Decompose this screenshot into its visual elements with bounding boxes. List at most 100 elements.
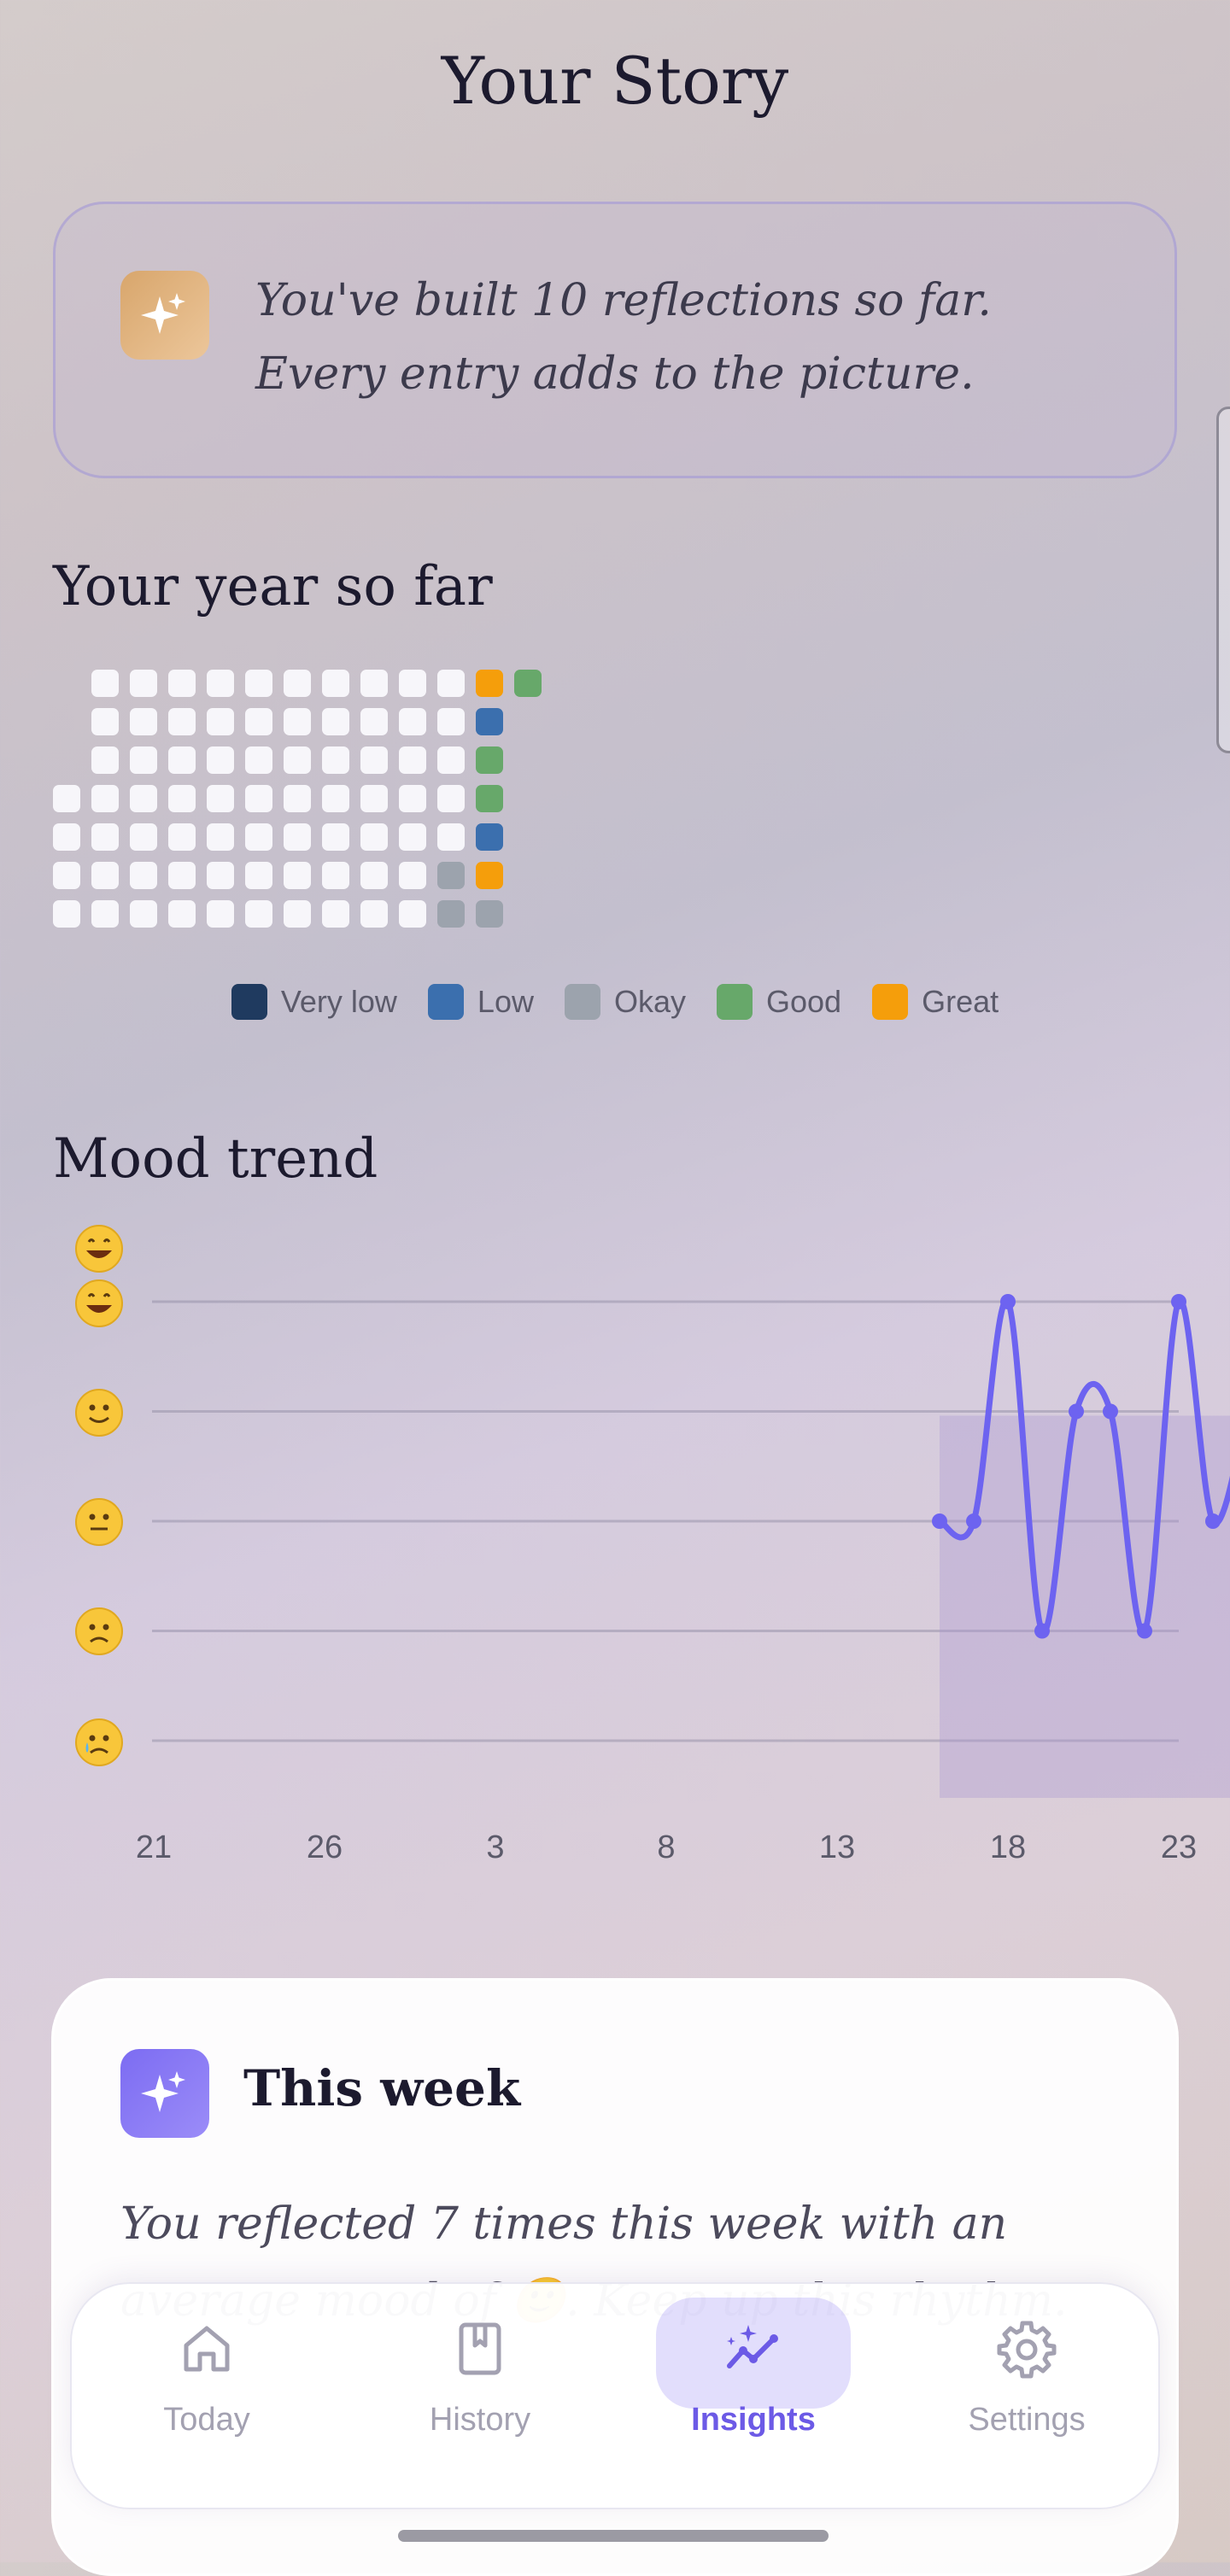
day-cell-empty	[168, 862, 196, 889]
weekly-summary-title: This week	[243, 2059, 521, 2117]
day-cell-low	[476, 708, 503, 735]
reflection-count-card: You've built 10 reflections so far. Ever…	[53, 202, 1177, 478]
day-cell-empty	[245, 670, 272, 697]
mood-data-point	[1000, 1294, 1016, 1309]
day-cell-empty	[130, 823, 157, 851]
day-cell-empty	[168, 708, 196, 735]
x-tick-label: 18	[989, 1830, 1027, 1865]
legend-label: Very low	[280, 984, 397, 1019]
x-tick-label: 13	[818, 1830, 856, 1865]
day-cell-empty	[399, 746, 426, 774]
day-cell-empty	[53, 785, 80, 812]
home-indicator	[398, 2530, 829, 2542]
book-icon	[459, 2322, 501, 2375]
day-cell-empty	[360, 900, 388, 928]
day-cell-empty	[91, 785, 119, 812]
intro-line-1: You've built 10 reflections so far.	[255, 275, 992, 326]
day-cell-empty	[322, 670, 349, 697]
day-cell-empty	[322, 746, 349, 774]
low-emoji-icon	[75, 1607, 123, 1655]
day-cell-empty	[91, 823, 119, 851]
day-cell-empty	[245, 746, 272, 774]
day-cell-empty	[360, 708, 388, 735]
day-cell-empty	[207, 900, 234, 928]
intro-line-2: Every entry adds to the picture.	[255, 348, 975, 400]
page-title: Your Story	[441, 43, 789, 119]
day-cell-empty	[360, 670, 388, 697]
day-cell-empty	[322, 862, 349, 889]
day-cell-empty	[399, 823, 426, 851]
nav-item-settings[interactable]: Settings	[941, 2318, 1112, 2438]
day-cell-okay	[476, 900, 503, 928]
trend-section-title: Mood trend	[53, 1127, 378, 1191]
day-cell-empty	[53, 862, 80, 889]
day-cell-empty	[399, 670, 426, 697]
sparkles-icon	[120, 2049, 209, 2138]
legend-good: Good	[717, 984, 841, 1020]
x-tick-label: 3	[486, 1830, 505, 1865]
day-cell-empty	[284, 900, 311, 928]
x-tick-label: 23	[1160, 1830, 1198, 1865]
mood-data-point	[1137, 1623, 1152, 1639]
legend-label: Low	[477, 984, 534, 1019]
day-cell-okay	[437, 862, 465, 889]
mood-data-point	[1034, 1623, 1050, 1639]
very-low-emoji-icon	[75, 1718, 123, 1766]
day-cell-empty	[130, 670, 157, 697]
mood-legend: Very low Low Okay Good Great	[0, 984, 1230, 1020]
day-cell-empty	[91, 746, 119, 774]
day-cell-empty	[322, 823, 349, 851]
nav-label-history: History	[429, 2402, 531, 2438]
trend-area	[940, 1415, 1230, 1798]
day-cell-empty	[245, 823, 272, 851]
day-cell-empty	[91, 862, 119, 889]
day-cell-empty	[284, 708, 311, 735]
day-cell-empty	[91, 670, 119, 697]
day-cell-empty	[130, 862, 157, 889]
gear-icon	[997, 2321, 1057, 2379]
nav-item-history[interactable]: History	[395, 2318, 565, 2438]
mood-data-point	[1171, 1294, 1186, 1309]
legend-great: Great	[872, 984, 999, 1020]
day-cell-empty	[207, 708, 234, 735]
side-scroll-handle[interactable]	[1216, 407, 1230, 753]
mood-data-point	[1069, 1403, 1084, 1420]
day-cell-empty	[207, 823, 234, 851]
legend-okay: Okay	[564, 984, 686, 1020]
day-cell-okay	[437, 900, 465, 928]
day-cell-great	[476, 670, 503, 697]
weekly-summary-line-1: You reflected 7 times this week with an	[120, 2198, 1008, 2250]
mood-data-point	[932, 1513, 947, 1529]
day-cell-good	[514, 670, 542, 697]
great-emoji-icon	[75, 1279, 123, 1327]
day-cell-empty	[284, 823, 311, 851]
year-mood-grid	[53, 670, 565, 947]
day-cell-empty	[168, 746, 196, 774]
legend-low: Low	[427, 984, 534, 1020]
legend-label: Okay	[613, 984, 686, 1019]
legend-label: Good	[766, 984, 842, 1019]
day-cell-good	[476, 785, 503, 812]
nav-item-today[interactable]: Today	[121, 2318, 292, 2438]
day-cell-empty	[322, 708, 349, 735]
day-cell-empty	[168, 823, 196, 851]
day-cell-empty	[399, 785, 426, 812]
day-cell-empty	[399, 862, 426, 889]
day-cell-empty	[207, 670, 234, 697]
day-cell-empty	[437, 823, 465, 851]
day-cell-empty	[399, 900, 426, 928]
day-cell-empty	[168, 900, 196, 928]
day-cell-empty	[284, 670, 311, 697]
day-cell-empty	[91, 900, 119, 928]
day-cell-empty	[245, 900, 272, 928]
x-tick-label: 21	[135, 1830, 173, 1865]
nav-item-insights[interactable]: Insights	[656, 2298, 851, 2438]
mood-trend-chart	[152, 1294, 1230, 1798]
x-tick-label: 26	[306, 1830, 343, 1865]
day-cell-empty	[245, 785, 272, 812]
legend-label: Great	[922, 984, 999, 1019]
day-cell-empty	[284, 785, 311, 812]
day-cell-empty	[207, 746, 234, 774]
day-cell-empty	[245, 862, 272, 889]
good-emoji-icon	[75, 1389, 123, 1437]
